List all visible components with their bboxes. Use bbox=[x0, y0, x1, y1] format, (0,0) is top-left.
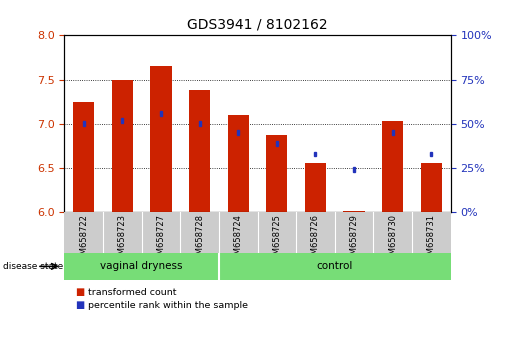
Text: GSM658725: GSM658725 bbox=[272, 215, 281, 265]
Bar bbox=[314, 152, 317, 156]
Text: GSM658726: GSM658726 bbox=[311, 215, 320, 266]
Text: control: control bbox=[317, 261, 353, 272]
Text: ■: ■ bbox=[75, 287, 84, 297]
Text: GSM658724: GSM658724 bbox=[234, 215, 243, 265]
Bar bbox=[219, 253, 451, 280]
Bar bbox=[382, 121, 403, 212]
Text: disease state: disease state bbox=[3, 262, 63, 271]
Bar bbox=[160, 111, 162, 116]
Text: transformed count: transformed count bbox=[88, 287, 176, 297]
Bar bbox=[150, 66, 171, 212]
Bar bbox=[228, 115, 249, 212]
Bar bbox=[198, 121, 201, 126]
Bar bbox=[73, 102, 94, 212]
Bar bbox=[64, 253, 219, 280]
Bar bbox=[276, 141, 278, 146]
Bar bbox=[266, 135, 287, 212]
Text: GSM658722: GSM658722 bbox=[79, 215, 88, 265]
Text: GSM658731: GSM658731 bbox=[427, 215, 436, 266]
Bar bbox=[121, 118, 124, 123]
Bar bbox=[421, 163, 442, 212]
Text: ■: ■ bbox=[75, 300, 84, 310]
Bar bbox=[189, 90, 210, 212]
Bar bbox=[353, 167, 355, 172]
Text: percentile rank within the sample: percentile rank within the sample bbox=[88, 301, 248, 310]
Bar bbox=[430, 152, 433, 156]
Text: GSM658728: GSM658728 bbox=[195, 215, 204, 266]
Text: GSM658729: GSM658729 bbox=[350, 215, 358, 265]
Bar bbox=[112, 80, 133, 212]
Bar bbox=[237, 130, 239, 135]
Text: vaginal dryness: vaginal dryness bbox=[100, 261, 183, 272]
Text: GSM658727: GSM658727 bbox=[157, 215, 165, 266]
Bar bbox=[305, 163, 326, 212]
Bar bbox=[391, 130, 394, 135]
Text: GSM658730: GSM658730 bbox=[388, 215, 397, 266]
Text: GSM658723: GSM658723 bbox=[118, 215, 127, 266]
Bar bbox=[82, 121, 85, 126]
Bar bbox=[344, 211, 365, 212]
Title: GDS3941 / 8102162: GDS3941 / 8102162 bbox=[187, 17, 328, 32]
